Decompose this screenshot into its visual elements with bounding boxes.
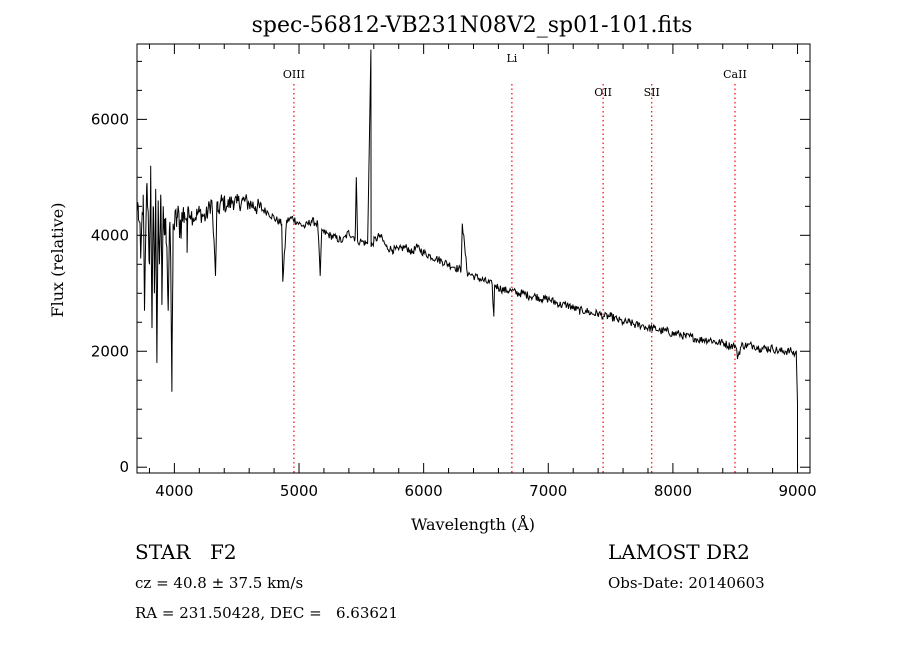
line-marker-label: SII [644, 86, 660, 99]
y-tick-label: 2000 [91, 342, 129, 360]
line-marker-label: Li [506, 52, 517, 65]
spectrum-line [136, 49, 798, 468]
object-class: STAR [135, 540, 191, 564]
x-tick-label: 6000 [405, 482, 443, 500]
coordinates: RA = 231.50428, DEC = 6.63621 [135, 604, 399, 622]
object-subclass: F2 [210, 540, 237, 564]
x-tick-label: 9000 [778, 482, 816, 500]
x-tick-label: 7000 [529, 482, 567, 500]
chart-title: spec-56812-VB231N08V2_sp01-101.fits [252, 13, 693, 38]
line-marker-label: OIII [283, 68, 305, 81]
x-tick-label: 5000 [280, 482, 318, 500]
emission-line-markers: OIII Li OII SII CaII [283, 52, 747, 473]
line-marker-label: CaII [723, 68, 747, 81]
y-tick-label: 0 [119, 458, 129, 476]
x-tick-label: 8000 [654, 482, 692, 500]
y-tick-label: 6000 [91, 110, 129, 128]
redshift-cz: cz = 40.8 ± 37.5 km/s [135, 574, 304, 592]
y-tick-label: 4000 [91, 226, 129, 244]
line-marker-label: OII [594, 86, 612, 99]
y-axis-label: Flux (relative) [48, 203, 67, 318]
survey-name: LAMOST DR2 [608, 540, 750, 564]
observation-date: Obs-Date: 20140603 [608, 574, 765, 592]
x-tick-label: 4000 [155, 482, 193, 500]
axis-ticks: 4000 5000 6000 7000 8000 9000 0 2000 4000 6000 [91, 44, 817, 500]
x-axis-label: Wavelength (Å) [411, 514, 535, 534]
plot-frame [136, 43, 811, 474]
